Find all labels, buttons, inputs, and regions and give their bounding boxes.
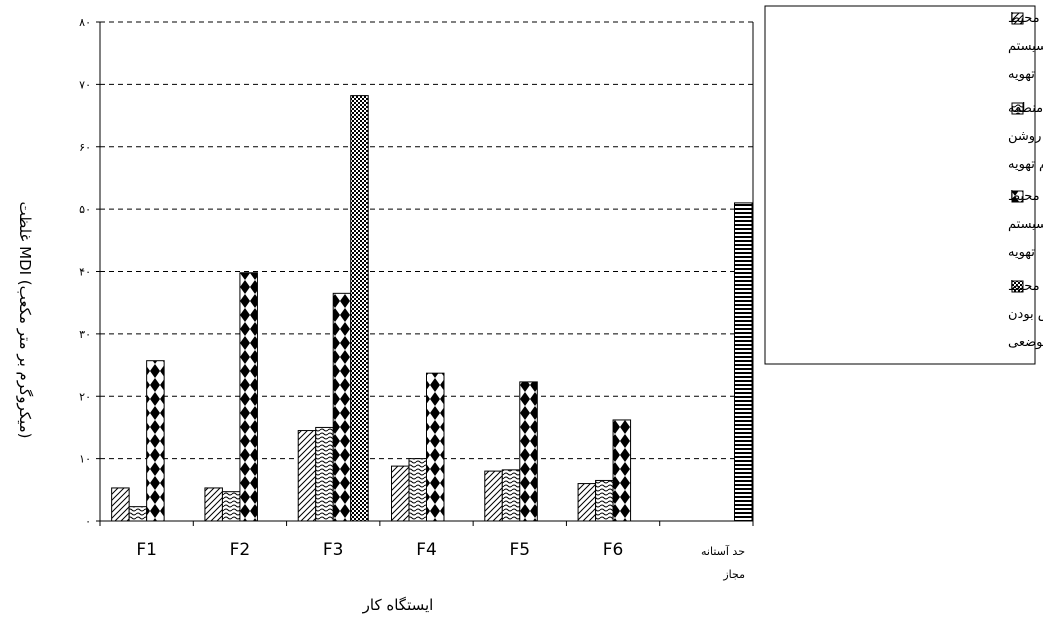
legend-label-series1: غلظت MDI در هوای محیط — [1008, 11, 1043, 26]
x-tick-label: F1 — [136, 540, 157, 560]
y-tick-label: ۳۰ — [79, 328, 91, 341]
bar-series2-F6 — [595, 479, 614, 522]
y-tick-labels: ۰ ۱۰ ۲۰ ۳۰ ۴۰ ۵۰ ۶۰ ۷۰ ۸۰ — [79, 16, 91, 528]
x-tick-label: حد آستانه — [701, 544, 745, 558]
legend-label-series3: غلظت MDI در هوای محیط — [1008, 189, 1043, 204]
x-tick-label: F6 — [603, 540, 624, 560]
legend-label-series4: غلظت MDI در هوای محیط — [1008, 279, 1043, 294]
bar-series1-F6 — [577, 483, 597, 522]
legend-label-series4: هواسازها و هواکش های موضعی — [1008, 335, 1043, 350]
bar-series2-F3 — [315, 426, 334, 522]
bar-series3-F4 — [426, 372, 445, 522]
bar-series3-F1 — [146, 360, 165, 522]
bar-series2-F5 — [501, 469, 521, 522]
y-tick-label: ۱۰ — [79, 453, 91, 466]
legend-label-series2: تنفسی کارگران هنگام روشن — [1008, 128, 1043, 144]
bar-series4-F3 — [350, 95, 369, 522]
bar-series3-F3 — [332, 292, 352, 522]
y-tick-label: ۲۰ — [79, 390, 91, 403]
x-tick-label: مجاز — [722, 568, 745, 581]
y-tick-label: ۵۰ — [79, 203, 91, 216]
bar-series3-F6 — [612, 419, 632, 522]
legend-swatch-series3 — [1011, 190, 1024, 203]
gridlines — [96, 21, 753, 522]
y-tick-label: ۴۰ — [79, 266, 91, 279]
bar-series3-F2 — [239, 272, 258, 522]
bars — [111, 95, 753, 522]
legend-swatch-series4 — [1011, 280, 1024, 293]
legend-label-series1: تهویه — [1008, 67, 1035, 82]
x-tick-label: F3 — [323, 540, 344, 560]
legend-label-series4: کارهنگام خاموش بودن — [1008, 306, 1043, 322]
legend-swatch-series2 — [1011, 102, 1024, 115]
bar-series2-F4 — [408, 458, 427, 522]
x-tick-label: F5 — [509, 540, 530, 560]
y-tick-label: ۶۰ — [79, 141, 91, 154]
y-tick-label: ۸۰ — [79, 16, 91, 29]
bar-series1-F2 — [204, 487, 223, 522]
x-tick-label: F4 — [416, 540, 437, 560]
legend-label-series2: غلظت MDI در هوای منطقه — [1008, 101, 1043, 116]
legend-label-series3: تهویه — [1008, 245, 1035, 260]
bar-series1-F5 — [484, 470, 503, 522]
bar-series1-F1 — [111, 487, 130, 522]
y-axis-title: غلظت MDI (میکروگرم بر متر مکعب) — [16, 202, 34, 439]
bar-series3-F5 — [519, 381, 538, 522]
legend-swatch-series1 — [1011, 12, 1024, 25]
y-tick-label: ۷۰ — [79, 78, 91, 91]
x-axis-title: ایستگاه کار — [362, 596, 434, 614]
bar-threshold — [734, 202, 753, 522]
legend-box — [764, 5, 1036, 365]
x-tick-label: F2 — [230, 540, 251, 560]
bar-series1-F3 — [297, 430, 317, 522]
bar-series2-F2 — [221, 491, 241, 522]
bar-series1-F4 — [391, 465, 410, 522]
y-tick-label: ۰ — [85, 515, 91, 528]
bar-series2-F1 — [128, 506, 148, 522]
legend-label-series2: بودن سیستم تهویه — [1008, 157, 1043, 172]
legend: غلظت MDI در هوای محیط کارهنگام روشن بودن … — [764, 5, 1043, 365]
legend-label-series1: کارهنگام روشن بودن سیستم — [1008, 38, 1043, 54]
x-tick-labels: F1 F2 F3 F4 F5 F6 حد آستانه مجاز — [136, 540, 745, 581]
legend-label-series3: کارهنگام خاموش بودن سیستم — [1008, 216, 1043, 232]
